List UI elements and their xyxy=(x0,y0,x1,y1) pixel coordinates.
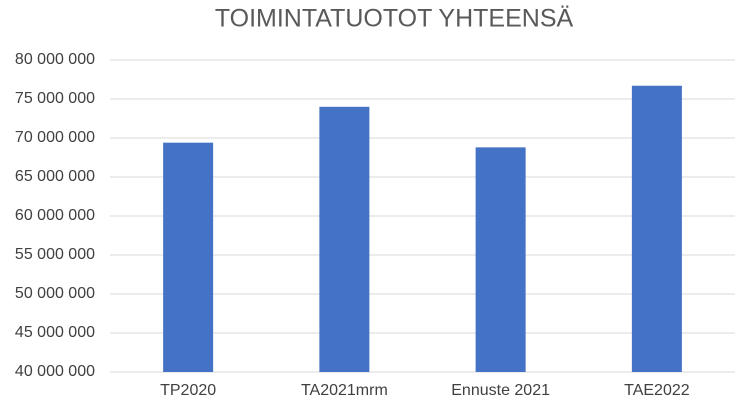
y-tick-label: 40 000 000 xyxy=(15,363,95,380)
y-tick-label: 60 000 000 xyxy=(15,207,95,224)
x-tick-label: Ennuste 2021 xyxy=(451,382,550,399)
y-tick-label: 65 000 000 xyxy=(15,168,95,185)
y-tick-label: 45 000 000 xyxy=(15,324,95,341)
bar xyxy=(163,142,214,372)
y-tick-label: 70 000 000 xyxy=(15,129,95,146)
bar xyxy=(319,106,370,373)
x-tick-label: TAE2022 xyxy=(624,382,690,399)
bar xyxy=(631,85,682,373)
y-tick-label: 75 000 000 xyxy=(15,90,95,107)
x-tick-label: TP2020 xyxy=(160,382,216,399)
y-tick-label: 55 000 000 xyxy=(15,246,95,263)
y-tick-label: 80 000 000 xyxy=(15,51,95,68)
chart-title: TOIMINTATUOTOT YHTEENSÄ xyxy=(215,5,574,33)
bar xyxy=(475,147,526,372)
x-tick-label: TA2021mrm xyxy=(301,382,388,399)
y-tick-label: 50 000 000 xyxy=(15,285,95,302)
